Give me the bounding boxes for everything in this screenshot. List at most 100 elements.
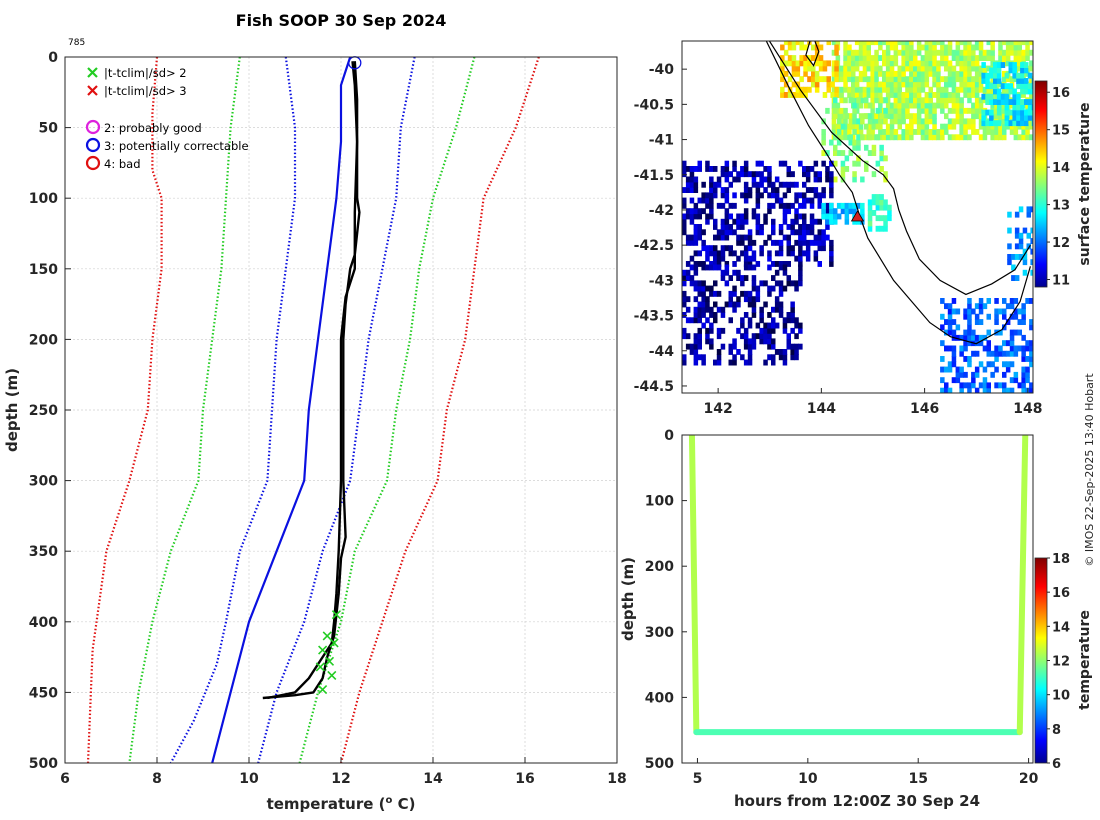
map-sst-cell [1030, 206, 1033, 213]
map-sst-cell [974, 366, 980, 373]
map-sst-cell [798, 343, 803, 350]
map-sst-cell [1013, 76, 1019, 83]
map-sst-cell [829, 187, 834, 193]
map-sst-cell [944, 92, 949, 98]
map-sst-cell [971, 76, 976, 83]
map-sst-cell [682, 301, 687, 308]
map-sst-cell [885, 92, 891, 98]
map-sst-cell [951, 102, 957, 109]
map-sst-cell [920, 123, 926, 130]
map-y-axis: -40-40.5-41-41.5-42-42.5-43-43.5-44-44.5 [634, 62, 687, 395]
map-sst-cell [821, 213, 826, 220]
map-sst-cell [1020, 88, 1025, 95]
map-sst-cell [751, 264, 757, 271]
map-coastline-1 [768, 41, 1031, 296]
map-sst-cell [834, 49, 839, 56]
legend-label-bad: 4: bad [104, 157, 141, 171]
map-sst-cell [1007, 211, 1012, 218]
map-sst-cell [716, 250, 722, 257]
map-sst-cell [774, 269, 780, 276]
map-sst-cell [963, 81, 968, 88]
map-sst-cell [1012, 67, 1017, 74]
map-sst-cell [817, 176, 822, 183]
credit-text: © IMOS 22-Sep-2025 13:40 Hobart [1083, 373, 1096, 567]
map-sst-cell [713, 245, 718, 252]
map-sst-cell [963, 118, 968, 125]
map-sst-cell [759, 333, 764, 340]
map-sst-cell [709, 312, 714, 318]
map-sst-cell [936, 49, 941, 56]
map-sst-cell [802, 234, 807, 241]
map-sst-cell [1013, 345, 1019, 352]
profile-y-tick-label: 50 [39, 121, 59, 137]
map-coastline-2 [805, 41, 820, 67]
map-sst-cell [774, 322, 780, 329]
map-sst-cell [794, 280, 799, 287]
map-sst-cell [743, 192, 749, 199]
map-sst-cell [967, 70, 972, 77]
dt-y-tick-label: 500 [645, 756, 674, 772]
map-sst-cell [743, 333, 749, 340]
map-sst-cell [1013, 371, 1019, 378]
map-sst-cell [971, 102, 976, 109]
map-sst-cell [883, 220, 888, 227]
map-sst-cell [825, 208, 830, 215]
map-sst-cell [844, 155, 850, 162]
map-sst-cell [998, 308, 1003, 315]
map-sst-cell [1002, 70, 1007, 77]
map-sst-cell [1031, 88, 1033, 95]
map-sst-cell [728, 275, 733, 281]
map-sst-cell [685, 166, 691, 172]
profile-x-axis: 6 8 10 12 14 16 18 [60, 757, 627, 787]
map-sst-cell [790, 327, 795, 334]
map-sst-cell [1021, 319, 1026, 325]
map-sst-cell [774, 306, 780, 313]
map-sst-cell [967, 340, 972, 347]
map-sst-cell [798, 160, 803, 167]
map-sst-cell [955, 118, 961, 125]
map-sst-cell [829, 181, 834, 188]
map-sst-cell [728, 296, 733, 303]
map-sst-cell [974, 334, 980, 341]
map-sst-cell [924, 107, 930, 114]
map-sst-cell [856, 155, 861, 162]
map-sst-cell [854, 86, 860, 93]
map-sst-cell [840, 150, 846, 156]
map-sst-cell [736, 213, 741, 220]
map-sst-cell [697, 224, 702, 230]
map-sst-cell [996, 67, 1002, 74]
map-sst-cell [743, 187, 749, 193]
map-sst-cell [951, 81, 957, 88]
map-sst-cell [860, 176, 865, 183]
map-sst-cell [817, 245, 822, 252]
map-sst-cell [794, 285, 799, 292]
map-sst-cell [817, 239, 822, 246]
map-sst-cell [705, 338, 710, 345]
map-sst-cell [852, 218, 857, 225]
map-sst-cell [1005, 76, 1011, 83]
map-sst-cell [1007, 227, 1012, 234]
map-sst-cell [724, 229, 730, 236]
map-sst-cell [959, 41, 964, 46]
map-sst-cell [786, 234, 791, 241]
map-sst-cell [697, 327, 702, 334]
map-sst-cell [928, 44, 933, 51]
map-sst-cell [759, 312, 764, 318]
map-sst-cell [924, 60, 930, 67]
map-sst-cell [1027, 83, 1033, 90]
map-sst-cell [981, 120, 986, 127]
map-sst-cell [786, 224, 791, 230]
map-sst-cell [782, 354, 788, 361]
map-sst-cell [974, 113, 980, 120]
map-sst-cell [751, 255, 757, 262]
map-sst-cell [940, 340, 945, 347]
map-sst-cell [751, 181, 757, 188]
map-sst-cell [840, 208, 846, 215]
map-sst-cell [989, 114, 994, 121]
map-sst-cell [996, 120, 1002, 127]
map-sst-cell [771, 285, 776, 292]
map-sst-cell [882, 60, 887, 67]
map-sst-cell [955, 44, 961, 51]
map-sst-cell [967, 44, 972, 51]
